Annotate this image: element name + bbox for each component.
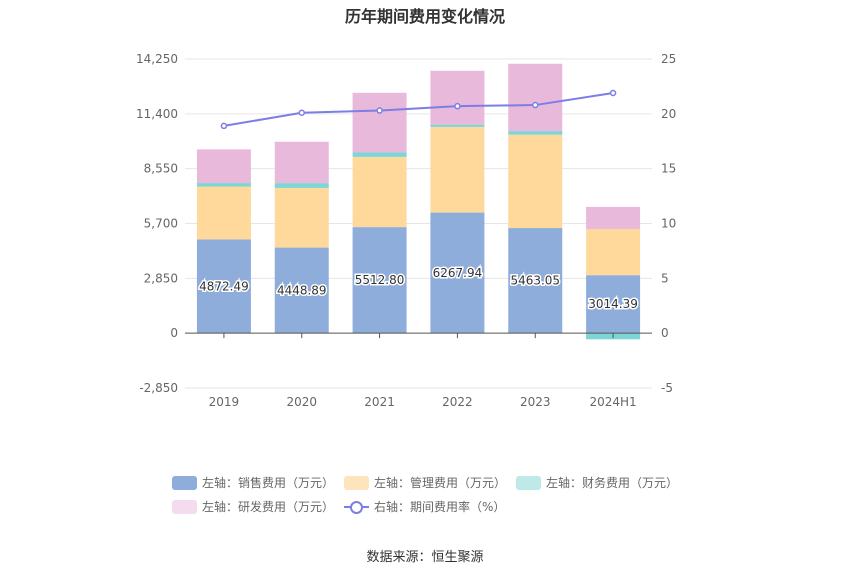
right-tick-label: 20: [661, 107, 676, 121]
bar-sales: [430, 212, 485, 334]
bar-sales: [196, 239, 251, 334]
rate-line: [223, 92, 614, 127]
legend-swatch-rd: [172, 499, 197, 514]
x-tick-label: 2024H1: [589, 395, 636, 409]
legend-item-rate[interactable]: 右轴：期间费用率（%）: [344, 498, 505, 515]
right-tick-label: 10: [661, 217, 676, 231]
bar-admin: [508, 134, 563, 229]
bar-admin: [274, 187, 329, 248]
left-tick-label: 5,700: [144, 217, 178, 231]
right-tick-label: -5: [661, 381, 673, 395]
right-tick-label: 15: [661, 162, 676, 176]
chart-title: 历年期间费用变化情况: [344, 7, 505, 26]
legend-label-finance: 左轴：财务费用（万元）: [546, 476, 679, 490]
rate-point: [454, 102, 461, 110]
data-label-sales: 5512.80: [355, 273, 405, 287]
rate-line-series: [220, 89, 617, 130]
bar-admin: [430, 126, 485, 213]
rate-point: [532, 101, 539, 109]
bar-admin: [586, 228, 641, 276]
legend-item-rd[interactable]: 左轴：研发费用（万元）: [172, 498, 334, 515]
bar-finance: [508, 131, 563, 135]
data-label-sales: 3014.39: [588, 297, 638, 311]
bar-series: [196, 63, 641, 340]
bar-admin: [352, 156, 407, 228]
bar-finance: [274, 183, 329, 188]
data-label-sales: 4872.49: [199, 279, 249, 293]
bar-sales: [508, 228, 563, 334]
right-axis: 25 20 15 10 5 0 -5: [661, 52, 676, 395]
x-tick-label: 2019: [209, 395, 240, 409]
rate-point: [298, 109, 305, 116]
x-tick-label: 2022: [442, 395, 473, 409]
bar-sales: [274, 247, 329, 334]
x-tick-label: 2023: [520, 395, 551, 409]
data-label-sales: 6267.94: [433, 266, 483, 280]
right-tick-label: 0: [661, 326, 669, 340]
left-tick-label: 11,400: [136, 107, 178, 121]
bar-admin: [196, 186, 251, 240]
bar-sales: [352, 227, 407, 334]
data-label-sales: 4448.89: [277, 283, 327, 297]
bar-rd: [196, 149, 251, 184]
bar-finance: [430, 124, 485, 127]
bar-finance: [352, 152, 407, 157]
legend-swatch-finance: [516, 475, 541, 490]
bar-finance: [196, 183, 251, 187]
legend-label-admin: 左轴：管理费用（万元）: [374, 476, 507, 490]
bar-data-labels: 4872.49 4448.89 5512.80 6267.94 5463.05 3014.…: [198, 264, 640, 312]
rate-point: [220, 122, 228, 130]
bar-rd: [352, 92, 407, 153]
legend-label-sales: 左轴：销售费用（万元）: [202, 476, 335, 490]
x-tick-label: 2021: [364, 395, 395, 409]
legend-label-rate: 右轴：期间费用率（%）: [374, 500, 506, 514]
x-tick-label: 2020: [286, 395, 317, 409]
rate-point: [609, 89, 617, 97]
left-tick-label: -2,850: [139, 381, 178, 395]
rate-point: [376, 107, 383, 114]
left-tick-label: 0: [170, 326, 178, 340]
data-source: 数据来源：恒生聚源: [366, 550, 484, 565]
bar-rd: [274, 141, 329, 184]
bar-rd: [586, 206, 641, 229]
left-tick-label: 8,550: [144, 162, 178, 176]
bar-rd: [430, 70, 485, 125]
legend-item-admin[interactable]: 左轴：管理费用（万元）: [344, 474, 506, 491]
grid-lines: [185, 58, 652, 389]
left-tick-label: 2,850: [144, 271, 178, 285]
bar-rd: [508, 63, 563, 132]
legend-swatch-sales: [172, 475, 197, 490]
right-tick-label: 25: [661, 52, 676, 66]
bar-sales: [586, 275, 641, 334]
legend-swatch-admin: [344, 475, 369, 490]
x-axis: 2019 2020 2021 2022 2023 2024H1: [185, 332, 652, 409]
legend-item-finance[interactable]: 左轴：财务费用（万元）: [516, 474, 678, 491]
right-tick-label: 5: [661, 271, 669, 285]
data-label-sales: 5463.05: [510, 274, 560, 288]
legend-swatch-rate: [344, 500, 369, 514]
legend-label-rd: 左轴：研发费用（万元）: [202, 500, 335, 514]
left-axis: 14,250 11,400 8,550 5,700 2,850 0 -2,850: [136, 52, 178, 395]
left-tick-label: 14,250: [136, 52, 178, 66]
legend-item-sales[interactable]: 左轴：销售费用（万元）: [172, 474, 334, 491]
